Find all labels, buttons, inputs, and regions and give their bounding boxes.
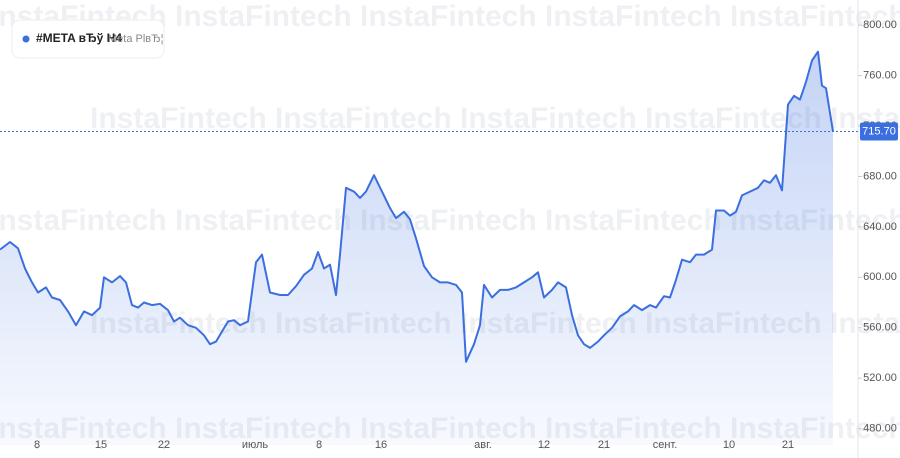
y-tick-label: 520.00 xyxy=(863,372,897,384)
y-tick-label: 680.00 xyxy=(863,170,897,182)
last-price-box xyxy=(860,122,898,141)
watermark: InstaFintech xyxy=(545,0,722,33)
price-line xyxy=(0,50,834,363)
chart-subtitle: Meta PlвЂ¦ xyxy=(108,33,164,45)
plot xyxy=(0,50,834,445)
x-tick-label: 10 xyxy=(723,439,735,451)
x-tick-label: авг. xyxy=(474,439,492,451)
y-tick-label: 640.00 xyxy=(863,221,897,233)
watermark: InstaFintech xyxy=(175,0,352,33)
watermark: InstaFintech xyxy=(730,0,900,33)
x-tick-label: 21 xyxy=(598,439,610,451)
y-tick-label: 800.00 xyxy=(863,19,897,31)
chart-title: #META вЂў H4 xyxy=(36,31,122,45)
watermark: InstaFintech xyxy=(460,102,637,135)
watermark: InstaFintech xyxy=(360,0,537,33)
legend-card xyxy=(11,19,165,59)
watermark: InstaFintech xyxy=(275,102,452,135)
legend-dot xyxy=(22,35,30,43)
watermark: InstaFintech xyxy=(830,307,900,340)
x-tick-label: 12 xyxy=(538,439,550,451)
x-tick-label: 15 xyxy=(95,439,107,451)
x-tick-label: сент. xyxy=(653,439,678,451)
x-tick-label: 16 xyxy=(375,439,387,451)
x-tick-label: 22 xyxy=(158,439,170,451)
y-tick-label: 480.00 xyxy=(863,423,897,435)
y-tick-label: 760.00 xyxy=(863,70,897,82)
area xyxy=(0,51,833,445)
x-tick-label: 21 xyxy=(782,439,794,451)
watermark: InstaFintech xyxy=(0,204,167,237)
x-tick-label: 8 xyxy=(34,439,40,451)
x-tick-label: июль xyxy=(242,439,269,451)
last-price-label: 715.70 xyxy=(862,125,896,137)
y-tick-label: 560.00 xyxy=(863,322,897,334)
x-tick-label: 8 xyxy=(316,439,322,451)
watermark: InstaFintech xyxy=(545,204,722,237)
watermark: InstaFintech xyxy=(175,204,352,237)
watermark: InstaFintech xyxy=(90,102,267,135)
y-tick-label: 600.00 xyxy=(863,271,897,283)
